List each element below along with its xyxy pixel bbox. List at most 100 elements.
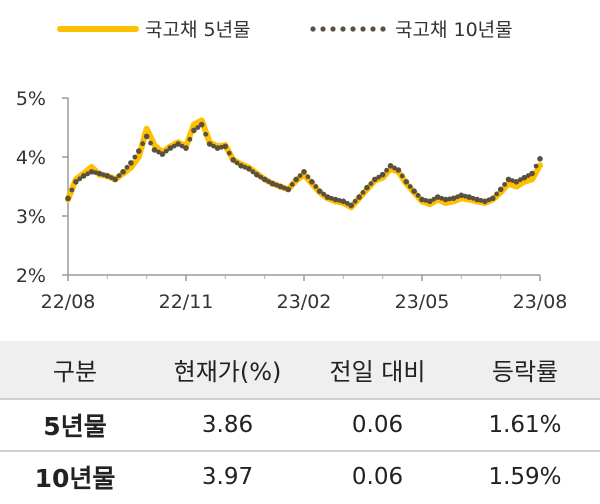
series-point-10y: [234, 160, 240, 166]
yield-summary-table: 구분 현재가(%) 전일 대비 등락률 5년물 3.86 0.06 1.61% …: [0, 341, 600, 502]
y-tick-label: 4%: [16, 147, 46, 169]
series-point-10y: [458, 192, 465, 199]
series-point-10y: [104, 173, 111, 179]
legend-dot: [310, 26, 316, 32]
series-point-10y: [128, 160, 134, 166]
series-point-10y: [372, 176, 378, 183]
series-point-10y: [289, 182, 295, 187]
series-point-10y: [470, 195, 476, 201]
series-point-10y: [537, 156, 543, 162]
series-point-10y: [261, 176, 268, 183]
header-rate: 등락률: [450, 341, 600, 399]
series-point-10y: [348, 202, 355, 209]
tick-labels: 2% 3% 4% 5% 22/08 22/11 23/02 23/05 23/08: [16, 88, 568, 313]
table-row: 5년물 3.86 0.06 1.61%: [0, 398, 600, 451]
series-point-10y: [344, 200, 350, 206]
series-point-10y: [521, 174, 528, 181]
series-point-10y: [253, 171, 260, 178]
series-point-10y: [246, 166, 252, 172]
series-point-10y: [415, 193, 421, 198]
series-point-10y: [431, 196, 437, 202]
series-point-10y: [93, 170, 98, 176]
series-point-10y: [116, 173, 122, 179]
series-point-10y: [183, 145, 189, 151]
series-point-10y: [466, 194, 473, 200]
series-point-10y: [360, 190, 366, 195]
series-point-10y: [77, 176, 83, 182]
series-point-10y: [533, 163, 539, 169]
series-point-10y: [297, 173, 303, 179]
y-tick-label: 2%: [16, 265, 46, 287]
series-point-10y: [419, 196, 425, 203]
series-point-10y: [159, 151, 166, 157]
series-point-10y: [474, 196, 480, 203]
series-point-10y: [497, 186, 504, 193]
series-point-10y: [305, 174, 311, 180]
x-tick-label: 22/08: [41, 291, 96, 313]
series-point-10y: [73, 179, 79, 185]
series-point-10y: [427, 198, 433, 205]
series-point-10y: [163, 148, 169, 154]
series-point-10y: [313, 184, 319, 189]
legend-label-10y: 국고채 10년물: [395, 19, 513, 41]
series-point-10y: [392, 165, 397, 171]
series-point-10y: [167, 145, 174, 151]
cell-change: 0.06: [305, 398, 450, 451]
series-point-10y: [85, 171, 91, 177]
series-point-10y: [502, 182, 507, 187]
series-point-10y: [65, 195, 71, 202]
series-point-10y: [442, 196, 449, 203]
x-tick-label: 23/02: [277, 291, 332, 313]
legend-dot: [380, 26, 386, 32]
series-point-10y: [96, 170, 103, 177]
series-point-10y: [222, 143, 229, 150]
series-point-10y: [403, 179, 410, 185]
series-point-10y: [285, 186, 292, 193]
cell-rate: 1.61%: [450, 398, 600, 451]
series-point-10y: [301, 169, 307, 175]
axes: [62, 97, 541, 281]
legend-dot: [320, 26, 326, 32]
x-tick-label: 23/08: [513, 291, 568, 313]
series-point-10y: [517, 177, 523, 183]
series-point-10y: [277, 183, 284, 190]
series-point-10y: [407, 184, 413, 189]
cell-change: 0.06: [305, 450, 450, 502]
series-point-10y: [447, 196, 452, 202]
series-point-10y: [203, 131, 209, 137]
series-point-10y: [226, 150, 232, 156]
series-point-10y: [494, 191, 500, 197]
series-point-10y: [490, 195, 496, 202]
series-point-10y: [352, 198, 358, 204]
series-point-10y: [187, 136, 193, 142]
row-label: 5년물: [0, 398, 150, 451]
row-label: 10년물: [0, 450, 150, 502]
x-tick-label: 23/05: [395, 291, 450, 313]
series-point-10y: [143, 133, 150, 140]
cell-current: 3.86: [150, 398, 305, 451]
series-point-10y: [136, 148, 142, 154]
series-point-10y: [505, 176, 512, 183]
series-point-10y: [384, 167, 389, 173]
header-category: 구분: [0, 341, 150, 399]
series-point-10y: [112, 176, 118, 183]
series-point-10y: [195, 125, 201, 130]
series-point-10y: [395, 167, 402, 173]
series-point-10y: [281, 185, 287, 191]
series-point-10y: [266, 179, 271, 184]
series-point-10y: [120, 169, 126, 175]
series-point-10y: [525, 173, 531, 179]
series-point-10y: [151, 147, 158, 153]
series-point-10y: [387, 163, 394, 169]
series-point-10y: [230, 157, 236, 163]
series-point-10y: [238, 163, 244, 169]
cell-rate: 1.59%: [450, 450, 600, 502]
table-row: 10년물 3.97 0.06 1.59%: [0, 450, 600, 502]
series-point-10y: [321, 191, 327, 197]
series-point-10y: [80, 173, 87, 179]
series-point-10y: [316, 188, 323, 194]
series-point-10y: [423, 198, 429, 203]
legend-dot: [350, 26, 356, 32]
series-point-10y: [88, 169, 95, 175]
table-header-row: 구분 현재가(%) 전일 대비 등락률: [0, 341, 600, 399]
